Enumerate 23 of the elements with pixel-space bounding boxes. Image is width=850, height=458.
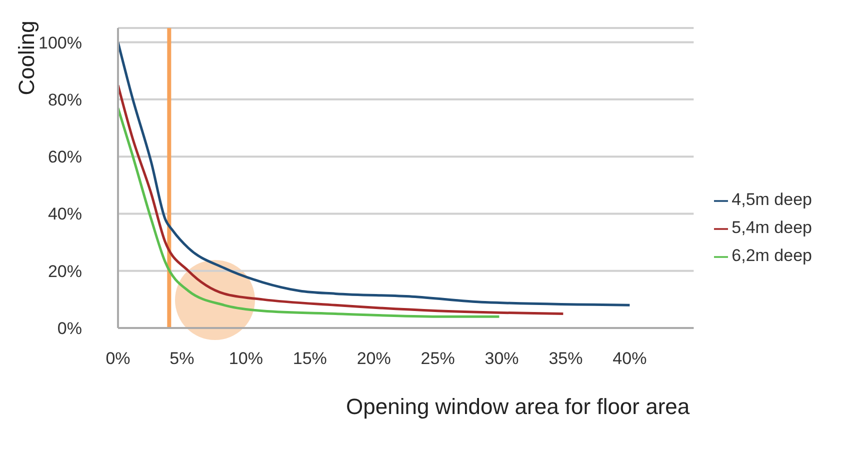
y-tick-label: 80% — [48, 90, 82, 110]
x-tick-label: 10% — [228, 349, 263, 368]
y-tick-label: 100% — [38, 33, 82, 52]
x-tick-label: 25% — [420, 349, 455, 368]
legend-label: 4,5m deep — [732, 190, 812, 209]
y-tick-label: 20% — [48, 262, 82, 281]
legend-label: 6,2m deep — [732, 246, 812, 265]
x-tick-label: 30% — [484, 349, 519, 368]
x-tick-label: 0% — [106, 349, 130, 368]
line-series — [118, 41, 631, 306]
x-tick-label: 15% — [292, 349, 327, 368]
x-tick-label: 35% — [548, 349, 583, 368]
line-series — [118, 106, 500, 318]
line-series — [118, 84, 564, 315]
y-tick-label: 0% — [57, 319, 82, 338]
y-tick-label: 40% — [48, 204, 82, 224]
x-tick-label: 5% — [170, 349, 194, 368]
x-tick-label: 20% — [356, 349, 391, 368]
y-axis-title: Cooling — [14, 20, 39, 96]
x-axis-title: Opening window area for floor area — [346, 394, 690, 419]
x-tick-label: 40% — [612, 349, 647, 368]
y-tick-label: 60% — [48, 148, 82, 167]
legend-label: 5,4m deep — [732, 218, 812, 237]
